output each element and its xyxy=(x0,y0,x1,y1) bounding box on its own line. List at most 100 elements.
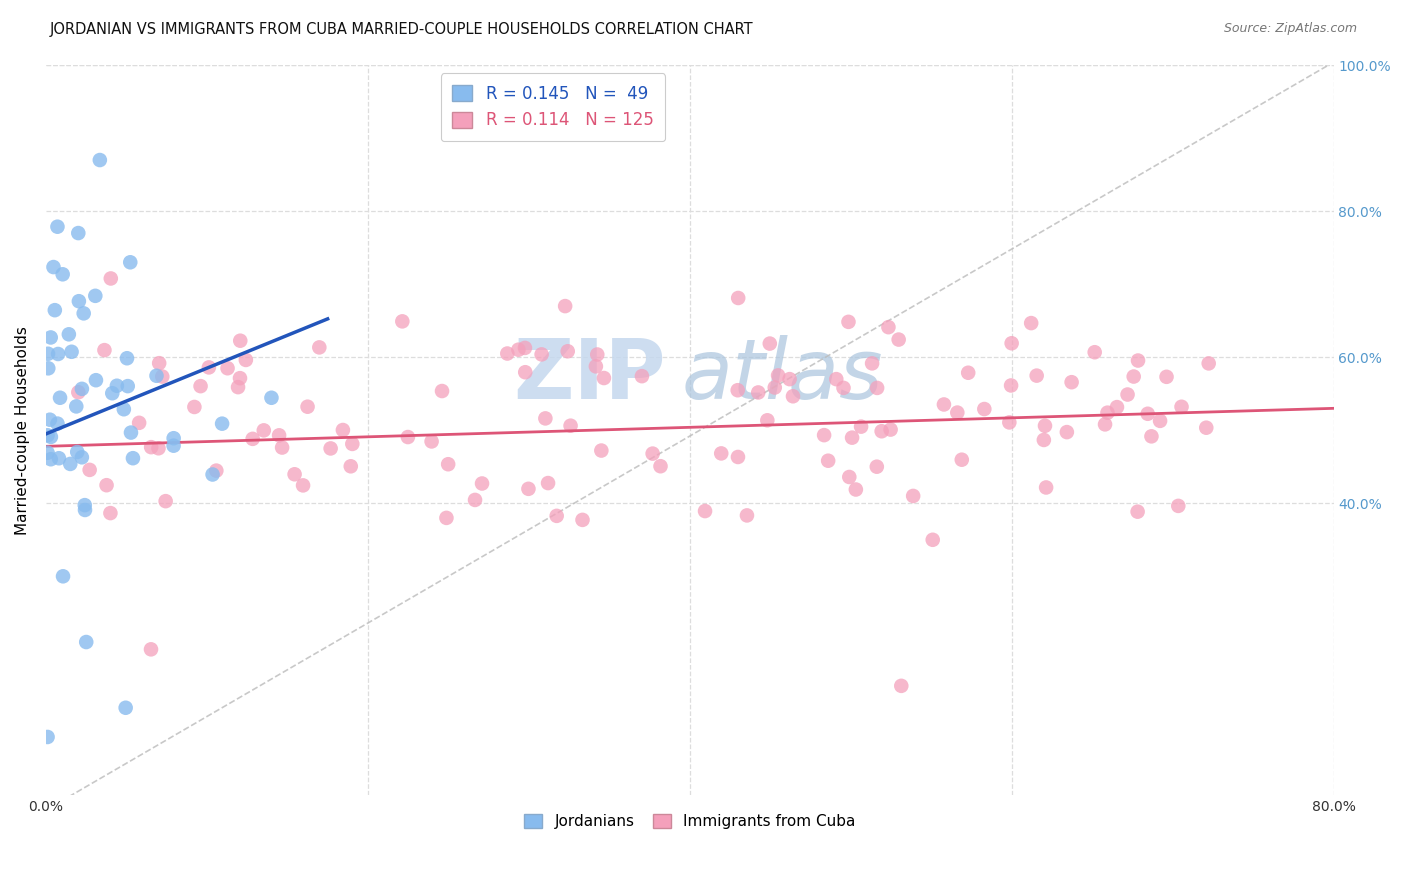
Point xyxy=(105,378,128,392)
Point xyxy=(890,679,912,693)
Point xyxy=(100,271,122,285)
Point xyxy=(115,351,138,366)
Point xyxy=(1094,417,1116,432)
Point xyxy=(866,459,889,474)
Point xyxy=(436,511,458,525)
Point xyxy=(84,373,107,387)
Point xyxy=(727,291,749,305)
Y-axis label: Married-couple Households: Married-couple Households xyxy=(15,326,30,534)
Point xyxy=(838,470,860,484)
Point xyxy=(190,379,212,393)
Point xyxy=(887,333,910,347)
Point xyxy=(464,492,486,507)
Point xyxy=(973,402,995,417)
Point xyxy=(1126,505,1149,519)
Point xyxy=(471,476,494,491)
Point xyxy=(308,340,330,354)
Point xyxy=(117,379,139,393)
Point xyxy=(128,416,150,430)
Point xyxy=(554,299,576,313)
Point xyxy=(1167,499,1189,513)
Point xyxy=(1105,400,1128,414)
Point xyxy=(37,446,59,460)
Point xyxy=(163,431,186,445)
Point xyxy=(631,369,654,384)
Point xyxy=(342,437,364,451)
Point xyxy=(1140,429,1163,443)
Point xyxy=(837,315,859,329)
Point xyxy=(120,255,142,269)
Point xyxy=(557,344,579,359)
Point xyxy=(813,428,835,442)
Point xyxy=(139,642,162,657)
Point xyxy=(946,406,969,420)
Point xyxy=(932,397,955,411)
Point xyxy=(52,268,75,282)
Point xyxy=(271,441,294,455)
Point xyxy=(756,413,779,427)
Point xyxy=(297,400,319,414)
Point xyxy=(396,430,419,444)
Point xyxy=(586,347,609,361)
Point xyxy=(877,320,900,334)
Point xyxy=(39,452,62,467)
Point xyxy=(201,467,224,482)
Point xyxy=(1149,414,1171,428)
Point xyxy=(537,476,560,491)
Point xyxy=(517,482,540,496)
Point xyxy=(96,478,118,492)
Point xyxy=(183,400,205,414)
Point xyxy=(1025,368,1047,383)
Point xyxy=(226,380,249,394)
Point xyxy=(101,386,124,401)
Point xyxy=(70,382,93,396)
Point xyxy=(319,442,342,456)
Point xyxy=(1000,378,1022,392)
Point xyxy=(849,419,872,434)
Point xyxy=(879,423,901,437)
Point xyxy=(58,327,80,342)
Point xyxy=(534,411,557,425)
Point xyxy=(817,454,839,468)
Point xyxy=(141,440,163,454)
Point xyxy=(735,508,758,523)
Point xyxy=(650,459,672,474)
Point xyxy=(67,385,90,400)
Point xyxy=(67,294,90,309)
Point xyxy=(49,391,72,405)
Point xyxy=(37,428,59,442)
Point xyxy=(37,361,59,376)
Point xyxy=(779,372,801,386)
Point xyxy=(1126,353,1149,368)
Point xyxy=(1170,400,1192,414)
Point xyxy=(845,483,868,497)
Point xyxy=(585,359,607,374)
Point xyxy=(1198,356,1220,370)
Point xyxy=(122,451,145,466)
Point xyxy=(727,383,749,397)
Point xyxy=(420,434,443,449)
Point xyxy=(42,260,65,274)
Point xyxy=(217,361,239,376)
Point xyxy=(1032,433,1054,447)
Point xyxy=(860,356,883,370)
Point xyxy=(242,432,264,446)
Point xyxy=(229,371,252,385)
Point xyxy=(950,452,973,467)
Point xyxy=(37,730,59,744)
Point xyxy=(560,418,582,433)
Point xyxy=(44,303,66,318)
Point xyxy=(67,226,90,240)
Point xyxy=(84,289,107,303)
Point xyxy=(763,380,786,394)
Point xyxy=(79,463,101,477)
Point xyxy=(89,153,111,167)
Point xyxy=(46,219,69,234)
Point xyxy=(727,450,749,464)
Point xyxy=(339,459,361,474)
Point xyxy=(1001,336,1024,351)
Point xyxy=(901,489,924,503)
Point xyxy=(93,343,115,358)
Point xyxy=(1097,406,1119,420)
Point xyxy=(46,417,69,431)
